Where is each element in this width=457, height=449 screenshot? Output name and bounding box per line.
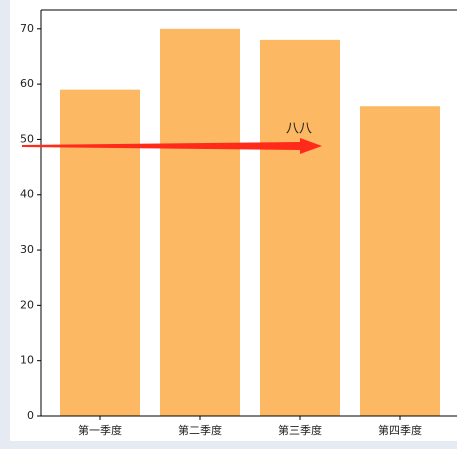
x-tick-label: 第四季度 [378, 423, 422, 437]
y-tick-label: 30 [20, 243, 34, 256]
y-tick-label: 60 [20, 77, 34, 90]
y-tick-label: 10 [20, 354, 34, 367]
annotation-arrow [22, 138, 322, 154]
y-tick-label: 40 [20, 188, 34, 201]
x-tick-label: 第一季度 [78, 423, 122, 437]
y-tick-label: 20 [20, 298, 34, 311]
bar [60, 89, 140, 416]
y-tick-label: 0 [27, 409, 34, 422]
x-tick-label: 第二季度 [178, 423, 222, 437]
y-tick-label: 70 [20, 22, 34, 35]
bar [160, 28, 240, 416]
annotation-text: 八八 [286, 122, 312, 137]
x-tick-label: 第三季度 [278, 423, 322, 437]
y-tick-label: 50 [20, 132, 34, 145]
bar [260, 39, 340, 417]
bar [360, 106, 440, 416]
